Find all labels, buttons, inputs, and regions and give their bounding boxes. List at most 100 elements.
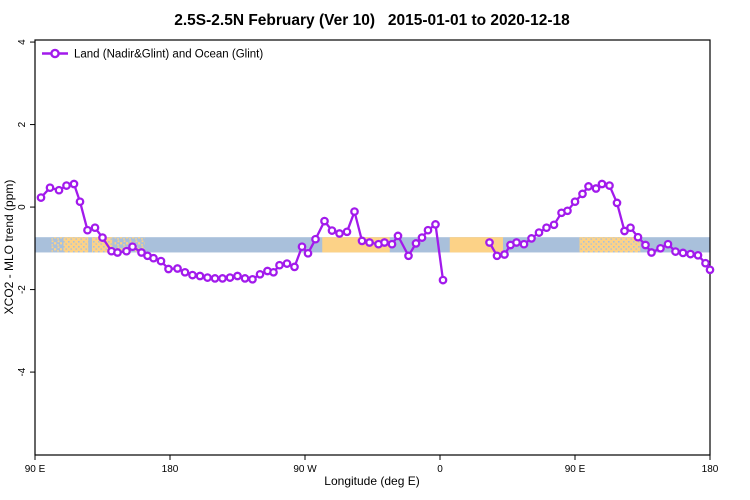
data-point — [275, 260, 284, 270]
plot-border — [34, 39, 711, 456]
data-point — [423, 225, 433, 235]
y-tick-label: -2 — [17, 285, 28, 294]
y-tick-label: 0 — [17, 204, 28, 210]
data-point — [203, 273, 212, 282]
series-line — [40, 182, 445, 281]
data-point — [297, 242, 307, 252]
data-point — [563, 206, 572, 216]
data-point — [180, 267, 190, 277]
data-point — [122, 246, 131, 256]
axis-ticks: 90 E 180 90 W 0 90 E 180 -4 -2 0 2 4 — [17, 39, 719, 475]
data-point — [584, 182, 593, 191]
data-point — [549, 220, 559, 230]
data-point — [255, 269, 265, 279]
data-point — [36, 193, 46, 202]
data-point — [656, 243, 665, 253]
data-point — [164, 264, 173, 274]
data-point — [290, 262, 299, 272]
data-point — [512, 238, 521, 247]
data-point — [327, 226, 337, 235]
y-axis-label: XCO2 - MLO trend (ppm) — [2, 180, 16, 315]
data-point — [686, 249, 695, 259]
data-point — [335, 229, 344, 238]
x-tick-label: 180 — [162, 464, 179, 475]
data-point — [248, 274, 257, 284]
data-point — [350, 207, 359, 216]
x-tick-label: 180 — [702, 464, 719, 475]
data-point — [612, 198, 622, 208]
data-point — [149, 253, 158, 263]
x-tick-label: 90 W — [293, 464, 317, 475]
data-point — [269, 267, 278, 277]
data-point — [75, 197, 85, 207]
x-tick-label: 90 E — [25, 464, 46, 475]
data-point — [663, 239, 673, 249]
data-point — [45, 183, 55, 193]
data-point — [393, 231, 403, 241]
x-axis-label: Longitude (deg E) — [324, 474, 419, 488]
land-band-segment — [51, 237, 62, 253]
land-band-segment — [92, 237, 113, 253]
data-point — [492, 251, 502, 261]
data-point — [380, 238, 389, 247]
data-point — [98, 233, 107, 242]
x-tick-label: 90 E — [565, 464, 586, 475]
y-tick-label: 4 — [17, 39, 28, 45]
data-point — [578, 189, 587, 199]
data-point — [591, 184, 601, 193]
data-point — [54, 185, 64, 195]
data-point — [605, 181, 614, 190]
data-point — [542, 223, 551, 233]
data-point — [671, 247, 680, 256]
data-point — [210, 274, 220, 283]
data-point — [303, 248, 313, 258]
data-point — [597, 179, 607, 189]
data-point — [641, 240, 650, 250]
data-point — [225, 273, 235, 282]
data-point — [701, 258, 710, 268]
data-point — [485, 238, 494, 247]
data-series — [36, 179, 715, 285]
legend-label: Land (Nadir&Glint) and Ocean (Glint) — [74, 49, 263, 61]
data-point — [678, 248, 688, 258]
data-point — [693, 250, 703, 260]
data-point — [342, 227, 352, 237]
legend: Land (Nadir&Glint) and Ocean (Glint) — [42, 49, 263, 61]
chart-title: 2.5S-2.5N February (Ver 10) 2015-01-01 t… — [174, 12, 570, 29]
data-point — [633, 232, 643, 242]
data-point — [527, 234, 536, 243]
data-point — [282, 259, 292, 268]
data-point — [156, 256, 166, 266]
data-point — [570, 197, 580, 207]
data-point — [218, 274, 227, 283]
data-point — [128, 242, 137, 252]
data-point — [647, 248, 656, 257]
data-point — [626, 223, 635, 233]
data-point — [387, 239, 397, 249]
data-point — [357, 236, 367, 246]
land-band-segment — [63, 237, 89, 253]
data-point — [62, 181, 71, 190]
data-point — [233, 271, 242, 281]
data-point — [411, 239, 421, 248]
x-tick-label: 0 — [437, 464, 443, 475]
data-point — [320, 216, 329, 226]
data-point — [705, 265, 715, 275]
data-point — [534, 228, 544, 237]
series-line — [488, 182, 711, 271]
data-point — [173, 264, 182, 273]
data-point — [417, 233, 427, 242]
data-point — [195, 271, 205, 281]
y-tick-label: -4 — [17, 367, 28, 376]
data-point — [311, 234, 320, 244]
data-point — [519, 239, 529, 249]
data-point — [113, 248, 122, 257]
legend-marker-icon — [50, 48, 60, 59]
land-band-segment — [579, 237, 641, 253]
data-point — [404, 251, 413, 261]
data-point — [500, 250, 509, 259]
data-point — [240, 274, 250, 283]
data-point — [438, 275, 448, 285]
